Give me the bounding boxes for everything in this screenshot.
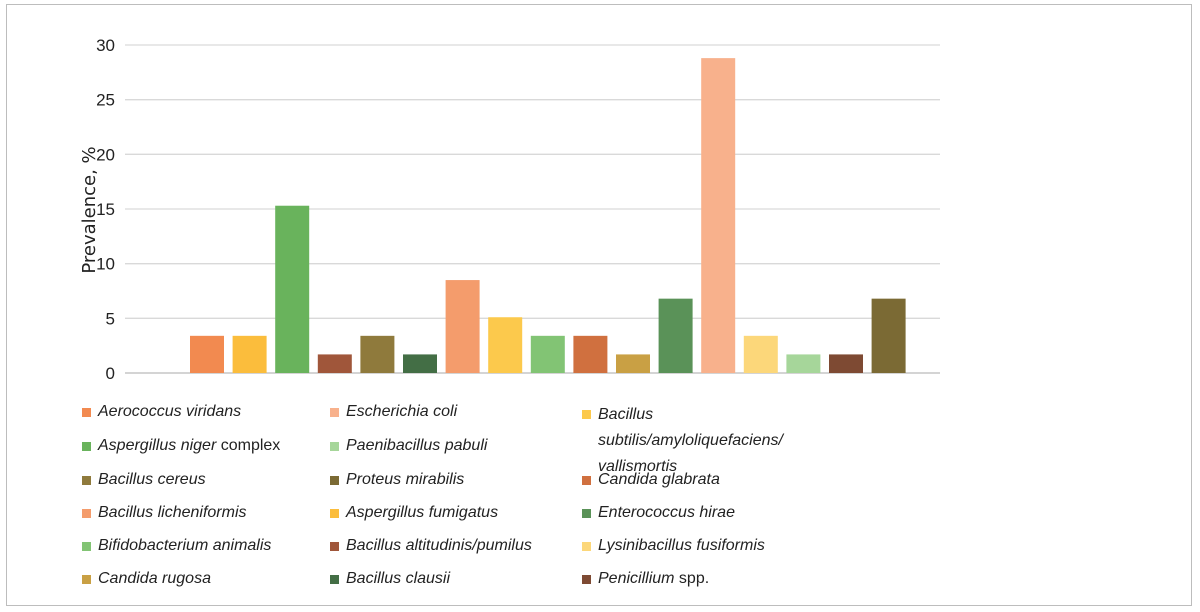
legend-item: Paenibacillus pabuli <box>330 436 487 456</box>
legend-swatch-icon <box>330 509 339 518</box>
legend-label: Proteus mirabilis <box>346 471 465 488</box>
bar-bifidobacterium-animalis <box>530 335 565 373</box>
y-axis-label: Prevalence, % <box>79 146 100 273</box>
legend-label: Bacillus subtilis/amyloliquefaciens/ val… <box>598 406 783 475</box>
legend-item: Bacillus licheniformis <box>82 503 247 523</box>
legend-item: Aerococcus viridans <box>82 402 241 422</box>
legend-swatch-icon <box>582 476 591 485</box>
legend-label: Bifidobacterium animalis <box>98 537 272 554</box>
legend-item: Penicillium spp. <box>582 569 709 589</box>
legend-label: Bacillus cereus <box>98 471 206 488</box>
legend-swatch-icon <box>82 575 91 584</box>
legend-label: Paenibacillus pabuli <box>346 437 488 454</box>
legend-item: Enterococcus hirae <box>582 503 735 523</box>
legend-label: Penicillium spp. <box>598 570 710 587</box>
legend-item: Candida rugosa <box>82 569 211 589</box>
legend-label: Candida glabrata <box>598 471 720 488</box>
legend-swatch-icon <box>82 509 91 518</box>
bar-bacillus-subtilis-amyloliquefaciens-vallismortis <box>488 317 523 373</box>
bar-aspergillus-fumigatus <box>232 335 267 373</box>
legend-item: Lysinibacillus fusiformis <box>582 536 765 556</box>
y-tick-label: 5 <box>106 309 115 328</box>
bar-bacillus-cereus <box>360 335 395 373</box>
y-tick-label: 0 <box>106 364 115 383</box>
legend-label: Enterococcus hirae <box>598 504 735 521</box>
legend-swatch-icon <box>330 575 339 584</box>
bar-proteus-mirabilis <box>871 298 906 373</box>
legend-item: Bifidobacterium animalis <box>82 536 271 556</box>
legend-swatch-icon <box>330 408 339 417</box>
bar-candida-glabrata <box>573 335 608 373</box>
bar-escherichia-coli <box>701 58 736 374</box>
legend-label: Bacillus altitudinis/pumilus <box>346 537 532 554</box>
bar-penicillium-spp- <box>829 354 863 373</box>
legend-swatch-icon <box>82 476 91 485</box>
legend-swatch-icon <box>582 575 591 584</box>
legend-item: Bacillus subtilis/amyloliquefaciens/ val… <box>582 402 832 480</box>
legend-swatch-icon <box>582 542 591 551</box>
legend-swatch-icon <box>330 442 339 451</box>
bar-bacillus-licheniformis <box>445 280 480 373</box>
legend-item: Aspergillus niger complex <box>82 436 280 456</box>
figure-frame <box>6 4 1192 606</box>
legend-label: Bacillus licheniformis <box>98 504 247 521</box>
legend-item: Candida glabrata <box>582 470 720 490</box>
y-tick-label: 30 <box>96 36 115 55</box>
bar-bacillus-altitudinis-pumilus <box>317 354 352 373</box>
legend-item: Escherichia coli <box>330 402 457 422</box>
bar-enterococcus-hirae <box>658 298 693 373</box>
legend-swatch-icon <box>582 509 591 518</box>
legend-label: Aerococcus viridans <box>98 403 242 420</box>
bar-aerococcus-viridans <box>190 335 224 373</box>
y-tick-label: 10 <box>96 255 115 274</box>
legend-label: Aspergillus niger complex <box>98 437 281 454</box>
legend-item: Bacillus altitudinis/pumilus <box>330 536 532 556</box>
legend-swatch-icon <box>330 476 339 485</box>
y-tick-label: 25 <box>96 91 115 110</box>
legend-swatch-icon <box>82 542 91 551</box>
legend-swatch-icon <box>82 408 91 417</box>
bar-chart: Prevalence, % 0 5 10 15 20 25 30 <box>79 36 940 383</box>
bar-bacillus-clausii <box>403 354 437 373</box>
legend-swatch-icon <box>330 542 339 551</box>
legend-label: Candida rugosa <box>98 570 211 587</box>
legend-label: Lysinibacillus fusiformis <box>598 537 765 554</box>
legend-label: Aspergillus fumigatus <box>346 504 499 521</box>
legend-item: Proteus mirabilis <box>330 470 464 490</box>
y-tick-label: 20 <box>96 145 115 164</box>
legend-swatch-icon <box>582 410 591 419</box>
legend-label: Escherichia coli <box>346 403 458 420</box>
legend-label: Bacillus clausii <box>346 570 451 587</box>
legend-swatch-icon <box>82 442 91 451</box>
bar-paenibacillus-pabuli <box>786 354 821 373</box>
legend-item: Bacillus cereus <box>82 470 206 490</box>
bar-lysinibacillus-fusiformis <box>743 335 778 373</box>
legend-item: Bacillus clausii <box>330 569 450 589</box>
bar-candida-rugosa <box>616 354 650 373</box>
legend-item: Aspergillus fumigatus <box>330 503 498 523</box>
bar-aspergillus-niger-complex <box>275 205 310 373</box>
y-tick-label: 15 <box>96 200 115 219</box>
